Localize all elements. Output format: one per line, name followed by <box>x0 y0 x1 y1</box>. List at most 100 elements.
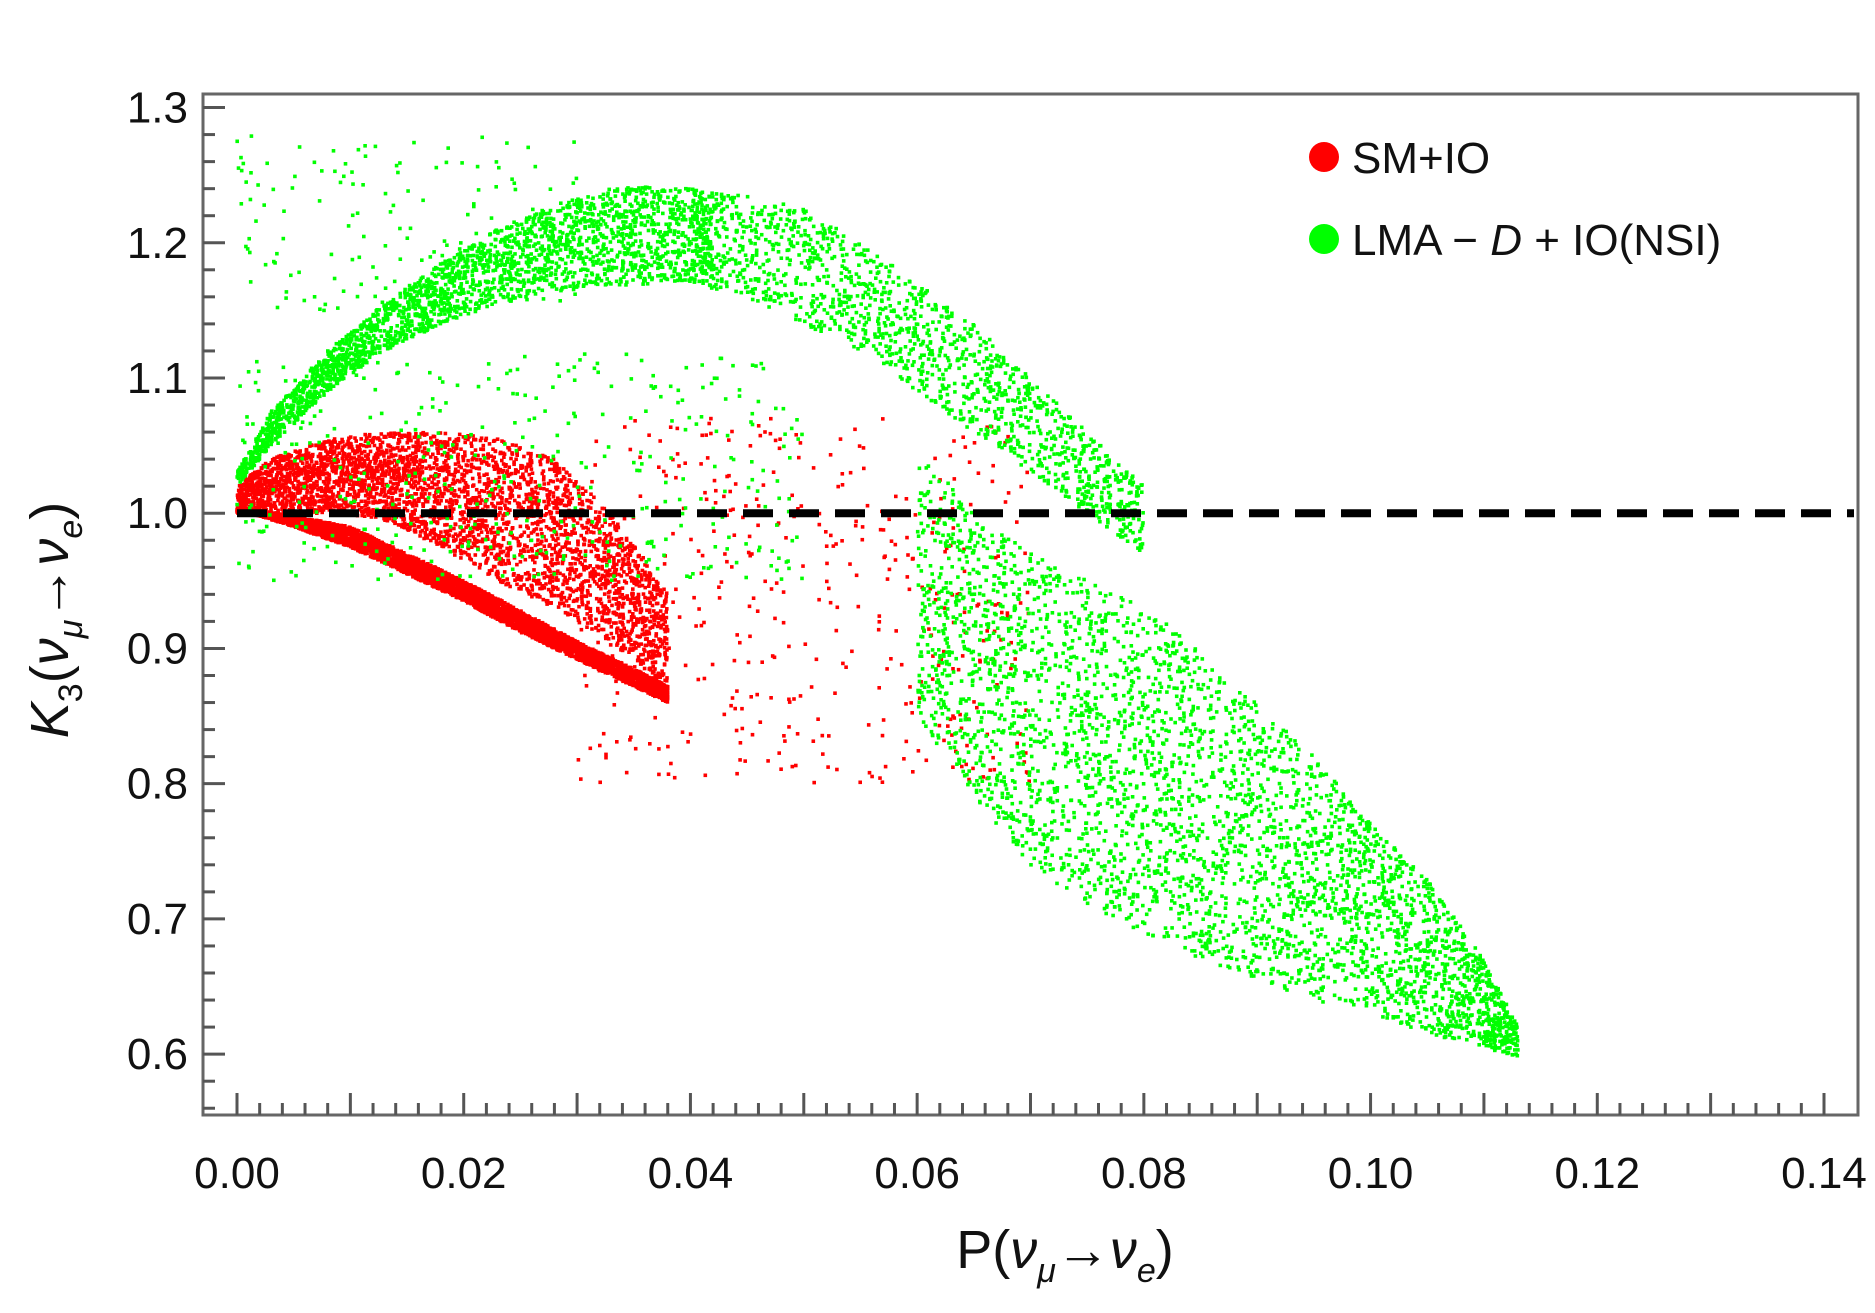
data-point <box>637 684 642 688</box>
data-point <box>276 514 281 518</box>
data-point <box>495 616 500 621</box>
data-point <box>292 519 296 524</box>
data-point <box>457 583 461 588</box>
data-point <box>575 657 580 661</box>
data-point <box>536 628 540 632</box>
data-point <box>576 651 580 656</box>
data-point <box>480 609 485 614</box>
data-point <box>346 532 350 537</box>
data-point <box>658 691 662 695</box>
data-point <box>636 674 640 679</box>
data-point <box>594 664 599 669</box>
data-point <box>614 661 618 665</box>
data-points <box>235 134 1520 1058</box>
data-point <box>493 608 498 612</box>
data-point <box>415 576 420 580</box>
data-point <box>422 570 426 575</box>
data-point <box>573 654 577 659</box>
data-point <box>592 649 596 653</box>
data-point <box>302 522 306 526</box>
data-point <box>297 519 301 523</box>
data-point <box>554 635 558 640</box>
data-point <box>392 549 397 553</box>
data-point <box>496 603 500 608</box>
data-point <box>390 550 395 555</box>
data-point <box>573 638 577 643</box>
data-point <box>311 520 316 525</box>
data-point <box>562 633 567 637</box>
data-point <box>590 655 595 660</box>
data-point <box>629 666 633 670</box>
data-point <box>401 551 406 555</box>
data-point <box>342 542 347 547</box>
data-point <box>565 639 570 644</box>
data-point <box>387 548 392 552</box>
data-point <box>597 660 602 664</box>
data-point <box>416 564 420 569</box>
data-point <box>297 523 302 527</box>
data-point <box>632 674 637 679</box>
data-point <box>450 579 455 584</box>
data-point <box>431 571 436 575</box>
data-point <box>659 681 663 685</box>
data-point <box>391 557 396 562</box>
data-point <box>308 525 313 529</box>
data-point <box>560 647 564 652</box>
data-point <box>460 587 464 592</box>
data-point <box>412 563 417 568</box>
data-point <box>442 576 446 581</box>
data-point <box>425 568 430 572</box>
data-point <box>337 524 341 528</box>
data-point <box>481 601 485 605</box>
data-point <box>351 541 356 545</box>
data-point <box>371 546 375 550</box>
data-point <box>456 588 460 593</box>
data-point <box>541 633 546 638</box>
data-point <box>383 553 388 558</box>
data-point <box>587 655 592 660</box>
data-point <box>614 675 619 680</box>
data-point <box>319 528 324 533</box>
data-point <box>271 516 275 520</box>
data-point <box>363 540 368 544</box>
data-point <box>665 692 670 697</box>
data-point <box>487 607 492 611</box>
data-point <box>547 626 552 630</box>
data-point <box>432 515 436 520</box>
data-point <box>347 526 351 530</box>
data-point <box>469 601 473 606</box>
data-point <box>568 636 573 641</box>
data-point <box>390 560 395 564</box>
data-point <box>359 550 363 554</box>
data-point <box>440 589 445 593</box>
data-point <box>462 590 467 595</box>
data-point <box>479 595 483 599</box>
data-point <box>491 596 496 600</box>
data-point <box>567 643 572 648</box>
data-point <box>505 605 509 609</box>
data-point <box>544 630 549 635</box>
data-point <box>606 656 611 660</box>
data-point <box>333 527 338 531</box>
data-point <box>624 680 629 685</box>
data-point <box>641 685 645 690</box>
data-point <box>378 556 382 560</box>
data-point <box>573 643 578 647</box>
data-point <box>408 566 412 571</box>
data-point <box>319 523 323 528</box>
data-point <box>414 566 418 570</box>
data-point <box>421 574 425 578</box>
data-point <box>346 539 350 544</box>
data-point <box>447 587 451 591</box>
data-point <box>276 519 281 524</box>
data-point <box>465 601 470 605</box>
data-point <box>657 692 662 697</box>
data-point <box>475 591 480 595</box>
data-point <box>350 545 355 550</box>
data-point <box>377 552 382 557</box>
data-point <box>407 570 411 575</box>
data-point <box>386 559 391 564</box>
data-point <box>544 626 548 630</box>
data-point <box>321 531 326 535</box>
data-point <box>291 516 295 521</box>
